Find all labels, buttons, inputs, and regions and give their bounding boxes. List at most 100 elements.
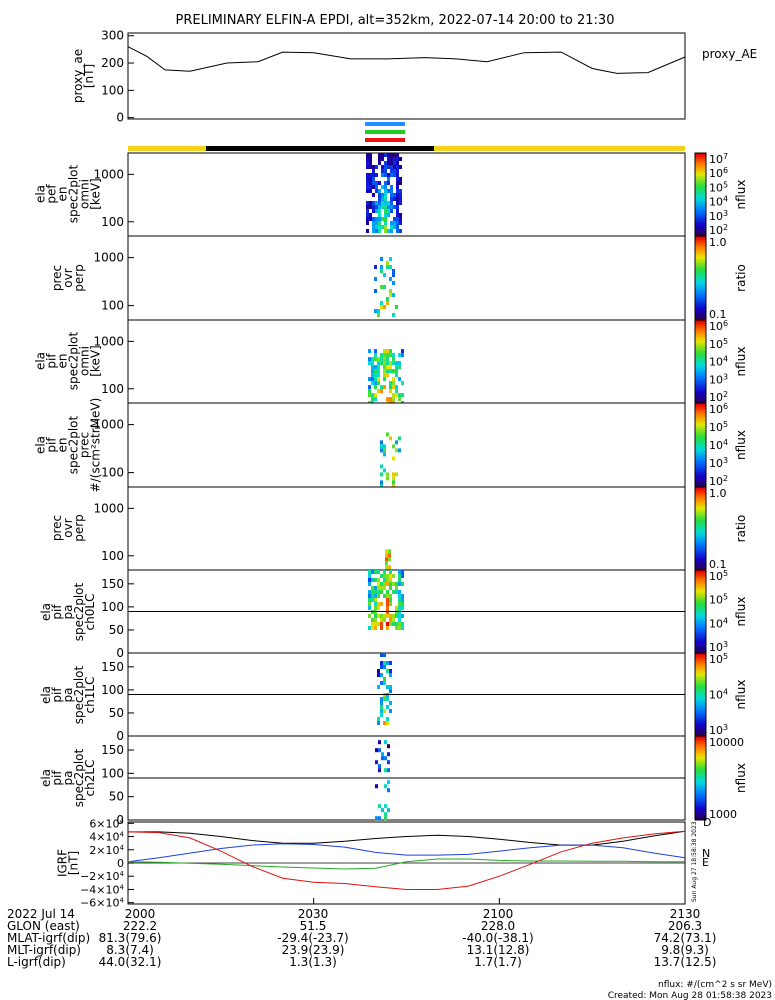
heat-cell — [392, 397, 395, 402]
heat-cell — [378, 181, 381, 185]
heat-cell — [380, 257, 383, 261]
heat-cell — [374, 586, 377, 590]
colorbar-step — [695, 349, 706, 352]
heat-cell — [399, 213, 402, 217]
colorbar-step — [695, 675, 706, 679]
heat-cell — [366, 189, 369, 193]
heat-cell — [386, 261, 389, 265]
heat-cell — [390, 209, 393, 213]
colorbar-step — [695, 632, 706, 635]
heat-cell — [396, 181, 399, 185]
heat-cell — [386, 606, 389, 610]
panel-ticks: 100 1000 — [93, 167, 134, 229]
colorbar-tick-label: 104 — [709, 354, 728, 369]
ytick-label: 100 — [101, 215, 124, 229]
heat-cell — [380, 709, 383, 713]
heat-cell — [384, 197, 387, 201]
heat-cell — [392, 313, 395, 317]
colorbar-label: nflux — [734, 597, 748, 627]
heat-cell — [374, 369, 377, 374]
colorbar-step — [695, 727, 706, 731]
colorbar-step — [695, 640, 706, 644]
colorbar-step — [695, 447, 706, 450]
panel-ylabel-line: pif — [45, 353, 59, 369]
ytick-label: 1000 — [93, 501, 124, 515]
heat-cell — [369, 205, 372, 209]
colorbar-step — [695, 723, 706, 727]
colorbar-step — [695, 570, 706, 573]
heat-cell — [387, 173, 390, 177]
panel-ylabel-line: prec — [50, 265, 64, 291]
colorbar-step — [695, 171, 706, 175]
heat-cell — [374, 309, 377, 313]
heat-cell — [389, 618, 392, 622]
heat-cell — [377, 602, 380, 606]
colorbar-step — [695, 340, 706, 344]
heat-cell — [366, 165, 369, 169]
heat-cell — [366, 181, 369, 185]
heat-cell — [377, 721, 380, 725]
heat-cell — [381, 153, 384, 157]
colorbar-step — [695, 667, 706, 671]
colorbar-step — [695, 250, 706, 254]
colorbar-step — [695, 794, 706, 798]
colorbar-step — [695, 648, 706, 652]
footer-glon-3: 206.3 — [668, 919, 702, 933]
panel-ylabel-line: spec2plot — [72, 582, 86, 641]
heat-cell — [392, 622, 395, 626]
heat-cell — [368, 578, 371, 582]
colorbar-step — [695, 553, 706, 556]
heat-cell — [396, 217, 399, 221]
heat-cell — [380, 464, 383, 469]
colorbar-tick-label: 0.1 — [709, 558, 727, 571]
heat-cell — [380, 285, 383, 289]
colorbar-step — [695, 761, 706, 764]
colorbar-step — [695, 424, 706, 427]
colorbar-tick-label: 1000 — [709, 808, 737, 821]
heat-cell — [384, 189, 387, 193]
colorbar-prec_ovr_perp_2: 1.0 0.1 ratio — [694, 486, 748, 571]
colorbar-tick-label: 103 — [709, 456, 728, 471]
colorbar-step — [695, 346, 706, 350]
heat-cell — [383, 369, 386, 374]
heat-cell — [366, 173, 369, 177]
colorbar-step — [695, 288, 706, 292]
colorbar-step — [695, 657, 706, 660]
heat-cell — [384, 784, 387, 789]
panel-ylabel-line: [nT] — [67, 851, 81, 875]
side-timestamp: Sun Aug 27 18:58:38 2023 — [691, 821, 698, 902]
heat-cell — [398, 570, 401, 574]
heat-cell — [396, 201, 399, 205]
colorbar-ela_pif_pa_ch1LC: 105 104 103 nflux — [694, 652, 748, 737]
footer-time-2: 2100 — [483, 907, 514, 921]
heat-cell — [401, 598, 404, 602]
heat-cell — [383, 444, 386, 449]
colorbar-step — [695, 328, 706, 331]
heat-cell — [386, 661, 389, 665]
igrf-ytick-label: 2×104 — [89, 844, 124, 857]
heat-cell — [380, 626, 383, 630]
heat-cell — [396, 161, 399, 165]
heat-cell — [378, 205, 381, 209]
colorbar-frame — [694, 735, 707, 821]
heat-cell — [396, 185, 399, 189]
heat-cell — [372, 209, 375, 213]
colorbar-step — [695, 409, 706, 412]
colorbar-step — [695, 704, 706, 708]
heat-cell — [392, 484, 395, 489]
heat-cell — [375, 816, 378, 821]
heat-cell — [390, 153, 393, 157]
colorbar-step — [695, 213, 706, 216]
colorbar-step — [695, 661, 706, 664]
heat-cell — [380, 472, 383, 477]
heat-cell — [389, 578, 392, 582]
colorbar-prec_ovr_perp_1: 1.0 0.1 ratio — [694, 235, 748, 321]
heat-cell — [401, 594, 404, 598]
heat-cell — [389, 701, 392, 705]
proxy-ae-ytick-label: 200 — [101, 56, 124, 70]
orbit-indicator — [128, 122, 685, 151]
colorbar-step — [695, 430, 706, 433]
heat-cell — [398, 622, 401, 626]
colorbar-step — [695, 499, 706, 503]
